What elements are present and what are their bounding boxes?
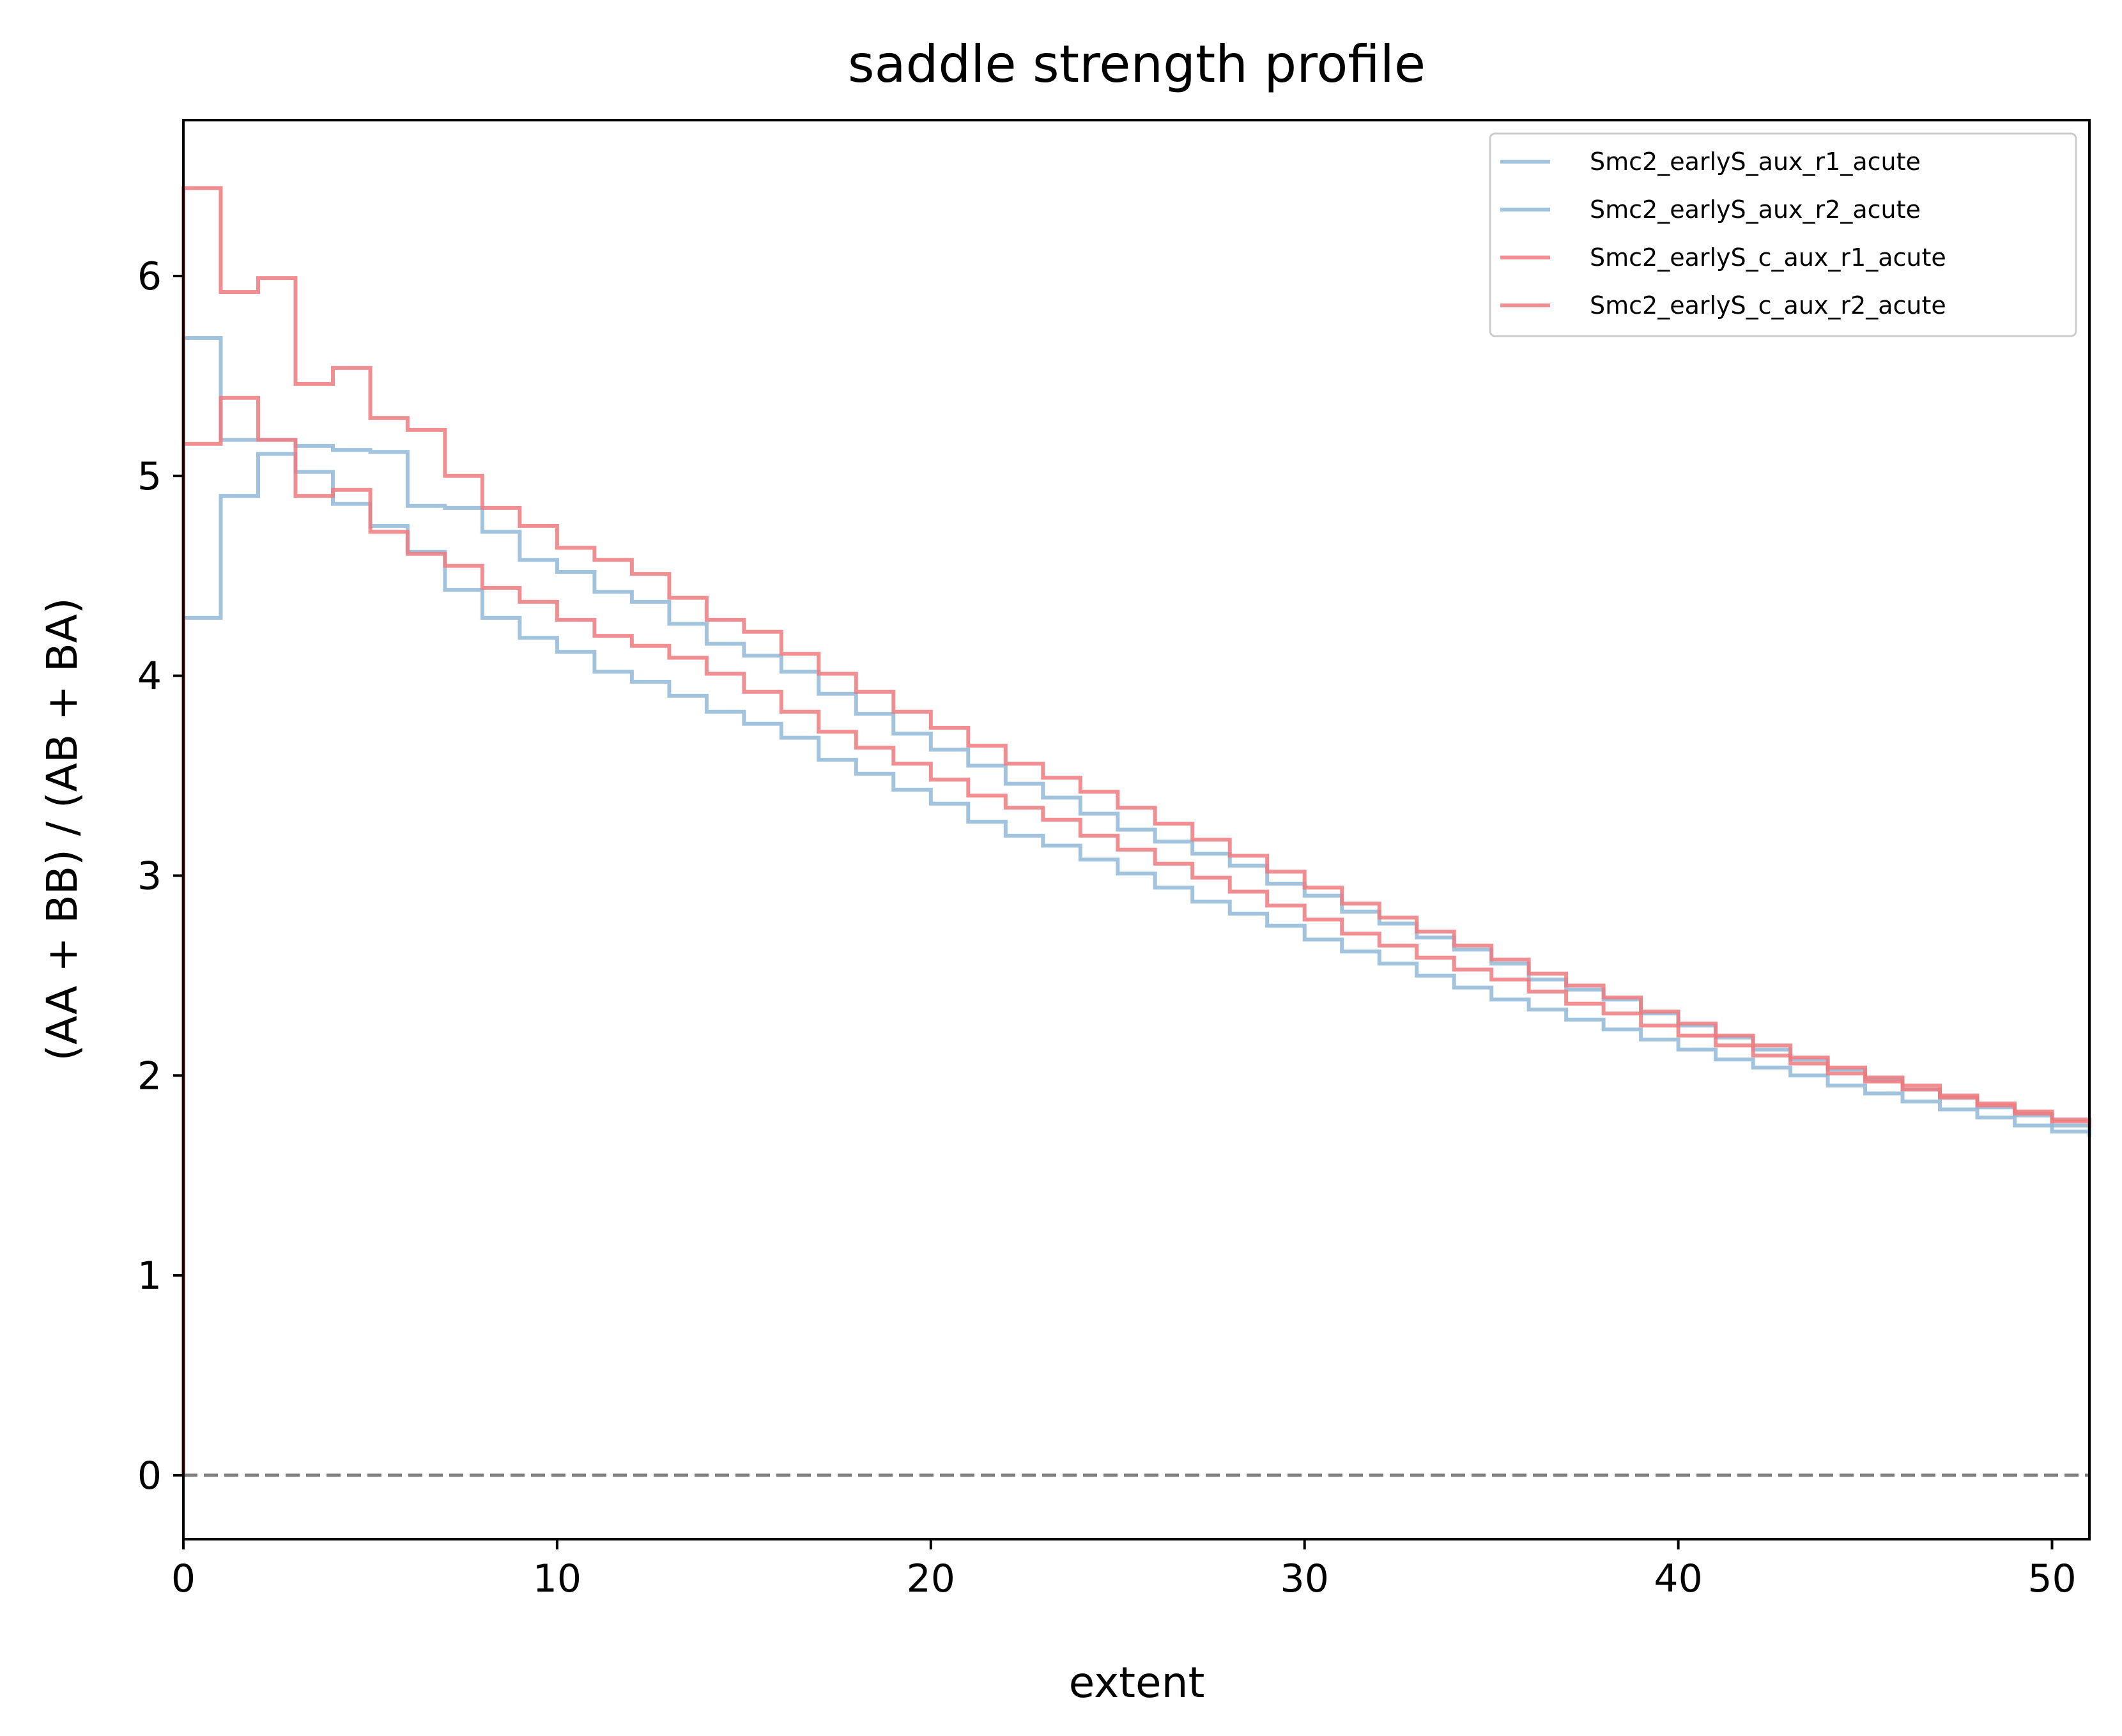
series-line-3: [181, 186, 2091, 1475]
x-tick-label: 0: [171, 1556, 196, 1601]
chart-title: saddle strength profile: [848, 35, 1426, 94]
y-axis: 0 1 2 3 4 5 6: [137, 254, 183, 1498]
y-tick-label: 3: [137, 854, 162, 898]
series-line-4: [181, 396, 2091, 1475]
x-tick-label: 20: [907, 1556, 955, 1601]
x-tick-label: 10: [533, 1556, 581, 1601]
series-line-2: [181, 452, 2091, 1475]
plot-area-frame: [182, 119, 2091, 1540]
legend-label: Smc2_earlyS_c_aux_r2_acute: [1590, 291, 1946, 319]
x-tick-label: 40: [1654, 1556, 1702, 1601]
legend-label: Smc2_earlyS_aux_r2_acute: [1590, 196, 1921, 224]
y-axis-label: (AA + BB) / (AB + BA): [38, 597, 87, 1061]
y-tick-label: 2: [137, 1054, 162, 1098]
y-tick-label: 0: [137, 1454, 162, 1498]
x-tick-label: 50: [2027, 1556, 2076, 1601]
x-tick-label: 30: [1280, 1556, 1329, 1601]
legend-frame: [1489, 132, 2077, 337]
series-layer: [181, 186, 2091, 1475]
legend-label: Smc2_earlyS_aux_r1_acute: [1590, 148, 1921, 176]
legend-label: Smc2_earlyS_c_aux_r1_acute: [1590, 243, 1946, 272]
y-tick-label: 5: [137, 454, 162, 499]
legend: Smc2_earlyS_aux_r1_acute Smc2_earlyS_aux_…: [1489, 132, 2077, 337]
x-axis-label: extent: [1069, 1658, 1205, 1707]
y-tick-label: 4: [137, 654, 162, 699]
x-axis: 0 10 20 30 40 50: [171, 1539, 2077, 1601]
y-tick-label: 6: [137, 254, 162, 299]
y-tick-label: 1: [137, 1254, 162, 1298]
